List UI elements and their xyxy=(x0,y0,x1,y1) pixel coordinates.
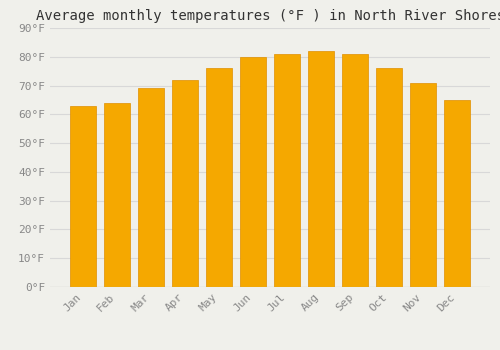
Bar xyxy=(240,57,266,287)
Bar xyxy=(206,68,232,287)
Bar xyxy=(308,51,334,287)
Bar xyxy=(342,54,368,287)
Title: Average monthly temperatures (°F ) in North River Shores: Average monthly temperatures (°F ) in No… xyxy=(36,9,500,23)
Bar xyxy=(70,106,96,287)
Bar xyxy=(274,54,300,287)
Bar xyxy=(138,89,164,287)
Bar xyxy=(444,100,470,287)
Bar xyxy=(376,68,402,287)
Bar xyxy=(104,103,130,287)
Bar xyxy=(410,83,436,287)
Bar xyxy=(172,80,198,287)
